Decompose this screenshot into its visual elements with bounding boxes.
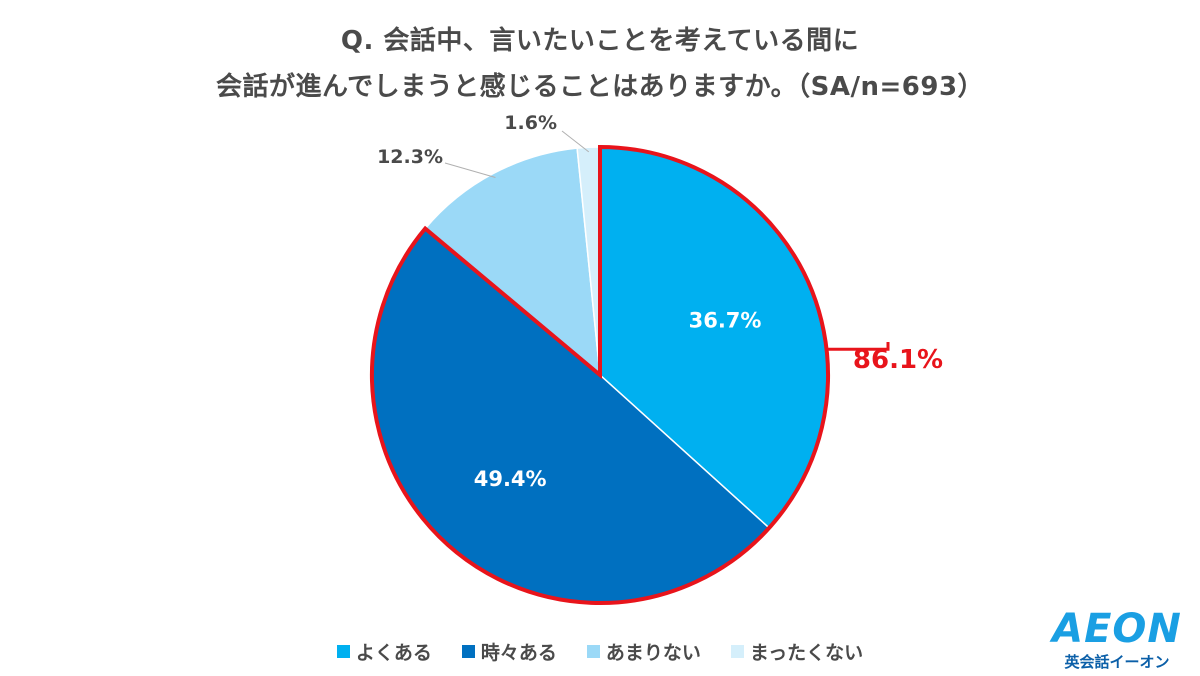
legend-swatch-1 bbox=[461, 645, 475, 658]
pie-slice-2 bbox=[424, 147, 601, 377]
legend-label-0: よくある bbox=[355, 642, 432, 664]
aeon-logo: AEON 英会話イーオン bbox=[1042, 609, 1192, 672]
highlight-label: 86.1% bbox=[853, 345, 943, 375]
legend-item-3: まったくない bbox=[730, 638, 864, 665]
data-label-2: 12.3% bbox=[377, 146, 443, 168]
legend-label-1: 時々ある bbox=[480, 642, 557, 664]
chart-legend: よくある 時々ある あまりない まったくない bbox=[0, 638, 1200, 665]
logo-subtext: 英会話イーオン bbox=[1064, 653, 1170, 671]
legend-swatch-2 bbox=[586, 645, 600, 658]
legend-item-2: あまりない bbox=[586, 638, 701, 665]
legend-swatch-3 bbox=[730, 645, 744, 658]
chart-title-line2: 会話が進んでしまうと感じることはありますか。（SA/n=693） bbox=[215, 72, 985, 102]
data-label-3: 1.6% bbox=[504, 112, 557, 134]
highlight-bracket bbox=[826, 342, 890, 351]
highlight-outline bbox=[370, 144, 830, 605]
legend-item-0: よくある bbox=[336, 638, 432, 665]
legend-label-2: あまりない bbox=[605, 642, 701, 664]
legend-item-1: 時々ある bbox=[461, 638, 557, 665]
chart-title-line1: Q. 会話中、言いたいことを考えている間に bbox=[340, 26, 860, 56]
leader-line-2 bbox=[444, 162, 496, 179]
legend-label-3: まったくない bbox=[749, 642, 864, 664]
data-label-0: 36.7% bbox=[689, 308, 762, 332]
logo-text: AEON bbox=[1052, 606, 1182, 652]
legend-swatch-0 bbox=[336, 645, 350, 658]
leader-line-3 bbox=[561, 130, 590, 153]
data-label-1: 49.4% bbox=[474, 467, 547, 491]
